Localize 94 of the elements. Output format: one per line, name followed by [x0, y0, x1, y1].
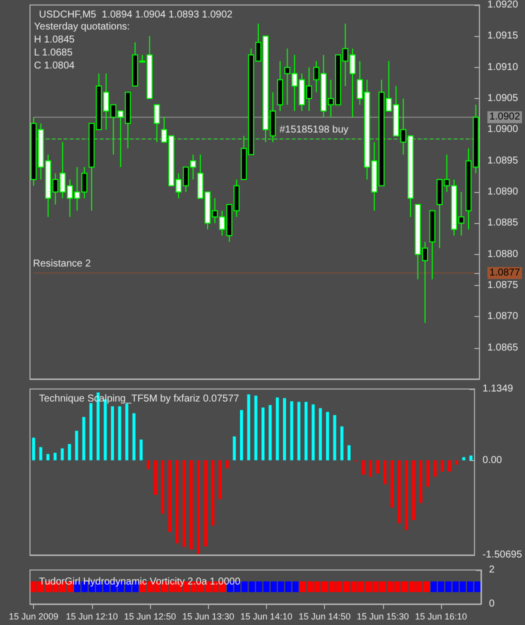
y-tick-label: 1.0880 [487, 248, 518, 260]
bar [290, 401, 294, 460]
y-tick-label: 1.0905 [487, 93, 518, 104]
ref-line-label: Resistance 2 [32, 258, 92, 270]
bar [448, 460, 451, 472]
x-tick-label: 15 Jun 14:50 [298, 612, 351, 622]
bar [440, 460, 444, 472]
bar [318, 408, 322, 460]
y-tick-label: 1.0890 [487, 186, 518, 198]
annotation: C 1.0804 [34, 60, 76, 72]
bar [362, 460, 365, 475]
bar [82, 416, 86, 460]
y-tick-label: 1.0877 [489, 268, 520, 279]
bar [376, 460, 380, 474]
bar [240, 410, 244, 460]
x-tick-label: 15 Jun 12:50 [124, 612, 176, 622]
bar [218, 460, 222, 500]
y-tick-label: 2 [489, 564, 495, 576]
bar [226, 460, 229, 468]
candlestick [154, 104, 160, 143]
bar [333, 415, 336, 460]
bar [125, 404, 128, 460]
y-tick-label: 1.0895 [487, 155, 518, 166]
x-tick-label: 15 Jun 14:10 [240, 612, 292, 622]
bar [190, 460, 193, 550]
bar [348, 445, 351, 460]
y-tick-label: 1.0910 [487, 62, 518, 73]
y-tick-label: 0 [489, 598, 495, 610]
bar [304, 402, 308, 460]
y-tick-label: 1.0885 [487, 218, 518, 229]
y-tick-label: 1.1349 [482, 384, 514, 394]
bar [247, 394, 250, 460]
y-tick-label: 0.00 [482, 454, 502, 466]
y-tick-label: 1.0875 [487, 280, 518, 291]
y-tick-label: 1.0915 [487, 30, 518, 42]
y-tick-label: 1.0920 [487, 0, 518, 10]
bar [32, 438, 36, 460]
bar [232, 436, 236, 460]
bar [140, 440, 143, 460]
bar [182, 460, 186, 548]
bar [60, 448, 64, 460]
bar [426, 460, 430, 487]
bar [383, 460, 386, 484]
bar [175, 460, 178, 544]
bar [398, 460, 401, 524]
x-tick-label: 15 Jun 16:10 [414, 612, 468, 622]
bar [168, 460, 172, 532]
bar [46, 454, 50, 460]
bar [154, 460, 157, 495]
x-tick-label: 15 Jun 15:30 [356, 612, 409, 622]
annotation: H 1.0845 [34, 34, 76, 46]
x-tick-label: 15 Jun 12:10 [66, 612, 118, 622]
bar [268, 405, 272, 460]
bar [326, 412, 330, 460]
bar [110, 406, 114, 460]
bar [161, 460, 164, 514]
bar [390, 460, 394, 508]
bar [89, 403, 92, 460]
bar [276, 397, 279, 460]
y-tick-label: -1.50695 [482, 550, 522, 560]
bar [340, 426, 344, 460]
bar [434, 460, 437, 477]
bar [54, 452, 57, 460]
bar [412, 460, 416, 520]
bar [39, 447, 42, 460]
ref-line-label: #15185198 buy [279, 124, 348, 136]
bar [404, 460, 408, 530]
x-tick-label: 15 Jun 13:30 [182, 612, 234, 622]
annotation: Yesterday quotations: [34, 22, 130, 32]
bar [118, 406, 122, 460]
bar [254, 396, 258, 460]
bar [262, 408, 265, 460]
x-tick-label: 15 Jun 2009 [8, 612, 58, 622]
bar [204, 460, 208, 546]
y-tick-label: 1.0865 [487, 342, 518, 354]
bar [75, 430, 78, 460]
y-tick-label: 1.0902 [489, 112, 520, 123]
bar [68, 444, 71, 460]
y-tick-label: 1.0900 [487, 124, 518, 136]
bar [132, 413, 136, 460]
bar [419, 460, 422, 504]
bar [211, 460, 214, 526]
bar [297, 402, 300, 460]
bar [369, 460, 372, 477]
bar [469, 456, 472, 460]
bar [312, 404, 315, 460]
bar [455, 460, 458, 465]
chart-title: USDCHF,M5 1.0894 1.0904 1.0893 1.0902 [39, 10, 233, 20]
y-tick-label: 1.0870 [487, 311, 518, 322]
bar [283, 398, 286, 460]
bar [196, 460, 200, 554]
annotation: L 1.0685 [34, 48, 73, 58]
bar [462, 457, 466, 460]
bar [146, 460, 150, 470]
